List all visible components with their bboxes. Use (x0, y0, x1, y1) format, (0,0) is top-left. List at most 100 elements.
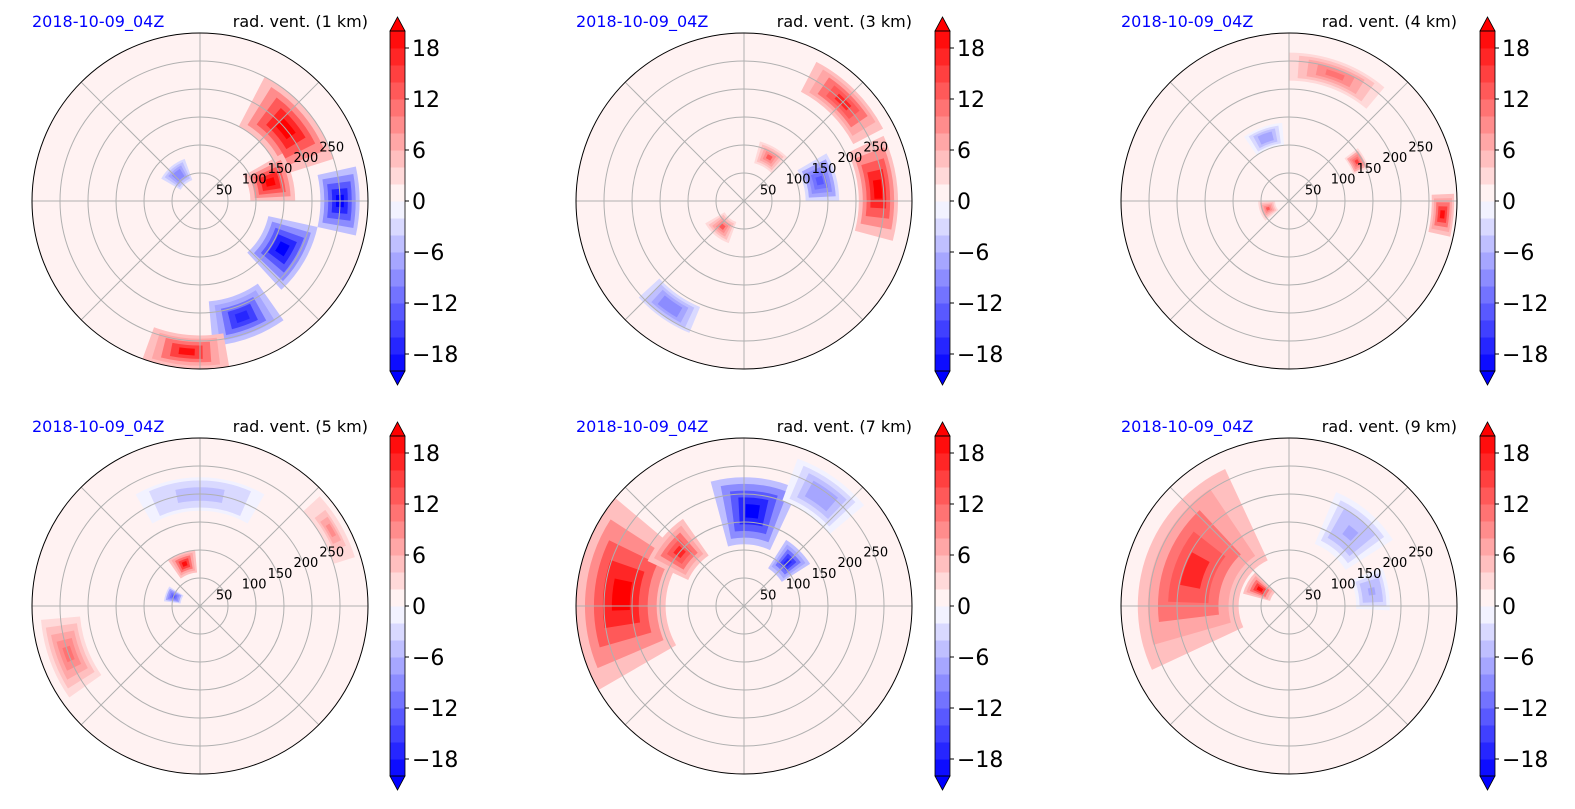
colorbar-band (935, 65, 950, 83)
panel-right-title: rad. vent. (3 km) (777, 12, 912, 31)
contour-patch-5-5 (663, 300, 677, 312)
polar-grid (576, 33, 912, 369)
colorbar-band (935, 133, 950, 151)
colorbar-band (935, 538, 950, 556)
velocity-field (1244, 52, 1455, 237)
colorbar-band (935, 252, 950, 270)
colorbar-tick-label: −6 (957, 241, 989, 266)
contour-patch-5-5 (234, 310, 250, 324)
colorbar-extend-min (389, 775, 406, 791)
grid-spoke (1169, 605, 1290, 726)
colorbar: 18 12 6 0 −6 −12 −18 (934, 16, 1003, 386)
polar-frame (31, 437, 369, 775)
colorbar-band (1480, 572, 1495, 590)
colorbar-band (1480, 606, 1495, 624)
contour-patch-5-5 (325, 523, 337, 538)
grid-spoke (743, 81, 864, 202)
colorbar-band (935, 470, 950, 488)
colorbar-band (935, 150, 950, 168)
grid-spoke (743, 486, 864, 607)
colorbar-band (390, 354, 405, 372)
panel-left-title: 2018-10-09_04Z (32, 12, 164, 32)
colorbar-extend-min (934, 775, 951, 791)
colorbar-tick-label: 6 (1502, 544, 1516, 569)
radial-tick-label: 50 (1305, 588, 1322, 603)
colorbar-band (1480, 640, 1495, 658)
colorbar-band (1480, 99, 1495, 117)
panel-left-title: 2018-10-09_04Z (1121, 12, 1253, 32)
colorbar-band (390, 337, 405, 355)
colorbar-tick-label: −6 (1502, 646, 1534, 671)
radial-tick-label: 150 (268, 162, 293, 177)
grid-spoke (1169, 200, 1290, 321)
colorbar-band (1480, 133, 1495, 151)
colorbar: 18 12 6 0 −6 −12 −18 (389, 16, 458, 386)
panel-right-title: rad. vent. (4 km) (1322, 12, 1457, 31)
contour-patch-7-5 (175, 172, 182, 179)
colorbar-band (390, 82, 405, 100)
colorbar-band (390, 742, 405, 760)
colorbar-tick-label: 18 (957, 37, 985, 62)
colorbar-tick-label: −12 (1502, 697, 1548, 722)
colorbar-band (1480, 742, 1495, 760)
contour-patch-6-5 (765, 154, 773, 161)
colorbar-band (1480, 555, 1495, 573)
colorbar-tick-label: −6 (412, 646, 444, 671)
colorbar-band (390, 572, 405, 590)
contour-patch-5-5 (1265, 206, 1271, 211)
grid-spoke (1288, 605, 1409, 726)
colorbar-tick-label: −12 (957, 697, 1003, 722)
colorbar-band (935, 286, 950, 304)
contour-patch-5-5 (812, 488, 830, 504)
colorbar-band (390, 116, 405, 134)
colorbar-tick-label: −12 (957, 292, 1003, 317)
colorbar-band (390, 269, 405, 287)
colorbar-band (390, 31, 405, 49)
colorbar-band (1480, 303, 1495, 321)
radial-tick-label: 150 (1357, 162, 1382, 177)
contour-patch-3-5 (745, 504, 760, 519)
contour-patch-4-5 (275, 241, 290, 257)
colorbar-band (390, 150, 405, 168)
colorbar-tick-label: −12 (1502, 292, 1548, 317)
colorbar-band (1480, 269, 1495, 287)
colorbar-band (390, 606, 405, 624)
colorbar-tick-label: 6 (1502, 139, 1516, 164)
contour-patch-3-5 (815, 175, 824, 186)
grid-spoke (80, 200, 201, 321)
colorbar-band (390, 133, 405, 151)
colorbar-band (390, 453, 405, 471)
contour-patch-1-5 (1325, 69, 1345, 81)
radial-tick-label: 50 (216, 588, 233, 603)
colorbar-extend-min (389, 370, 406, 386)
radial-tick-label: 100 (786, 173, 811, 188)
colorbar-tick-label: −6 (1502, 241, 1534, 266)
colorbar-band (1480, 691, 1495, 709)
radial-tick-label: 100 (786, 578, 811, 593)
colorbar-band (390, 708, 405, 726)
colorbar-tick-label: −18 (1502, 748, 1548, 773)
colorbar-band (390, 286, 405, 304)
radial-tick-label: 200 (837, 151, 862, 166)
radial-tick-label: 250 (863, 140, 888, 155)
colorbar-band (1480, 470, 1495, 488)
contour-patch-2-5 (1256, 586, 1264, 593)
contour-patch-2-5 (1439, 210, 1445, 219)
colorbar-band (390, 538, 405, 556)
colorbar-band (390, 521, 405, 539)
colorbar-band (390, 252, 405, 270)
colorbar-band (935, 82, 950, 100)
radial-tick-label: 200 (1382, 556, 1407, 571)
colorbar-band (1480, 657, 1495, 675)
polar-grid (32, 438, 368, 774)
panel-right-title: rad. vent. (1 km) (233, 12, 368, 31)
colorbar-band (390, 487, 405, 505)
grid-spoke (80, 605, 201, 726)
colorbar-band (390, 48, 405, 66)
colorbar-band (390, 589, 405, 607)
radial-tick-label: 100 (1331, 173, 1356, 188)
colorbar-tick-label: −18 (412, 343, 458, 368)
colorbar-band (390, 303, 405, 321)
colorbar-band (1480, 116, 1495, 134)
